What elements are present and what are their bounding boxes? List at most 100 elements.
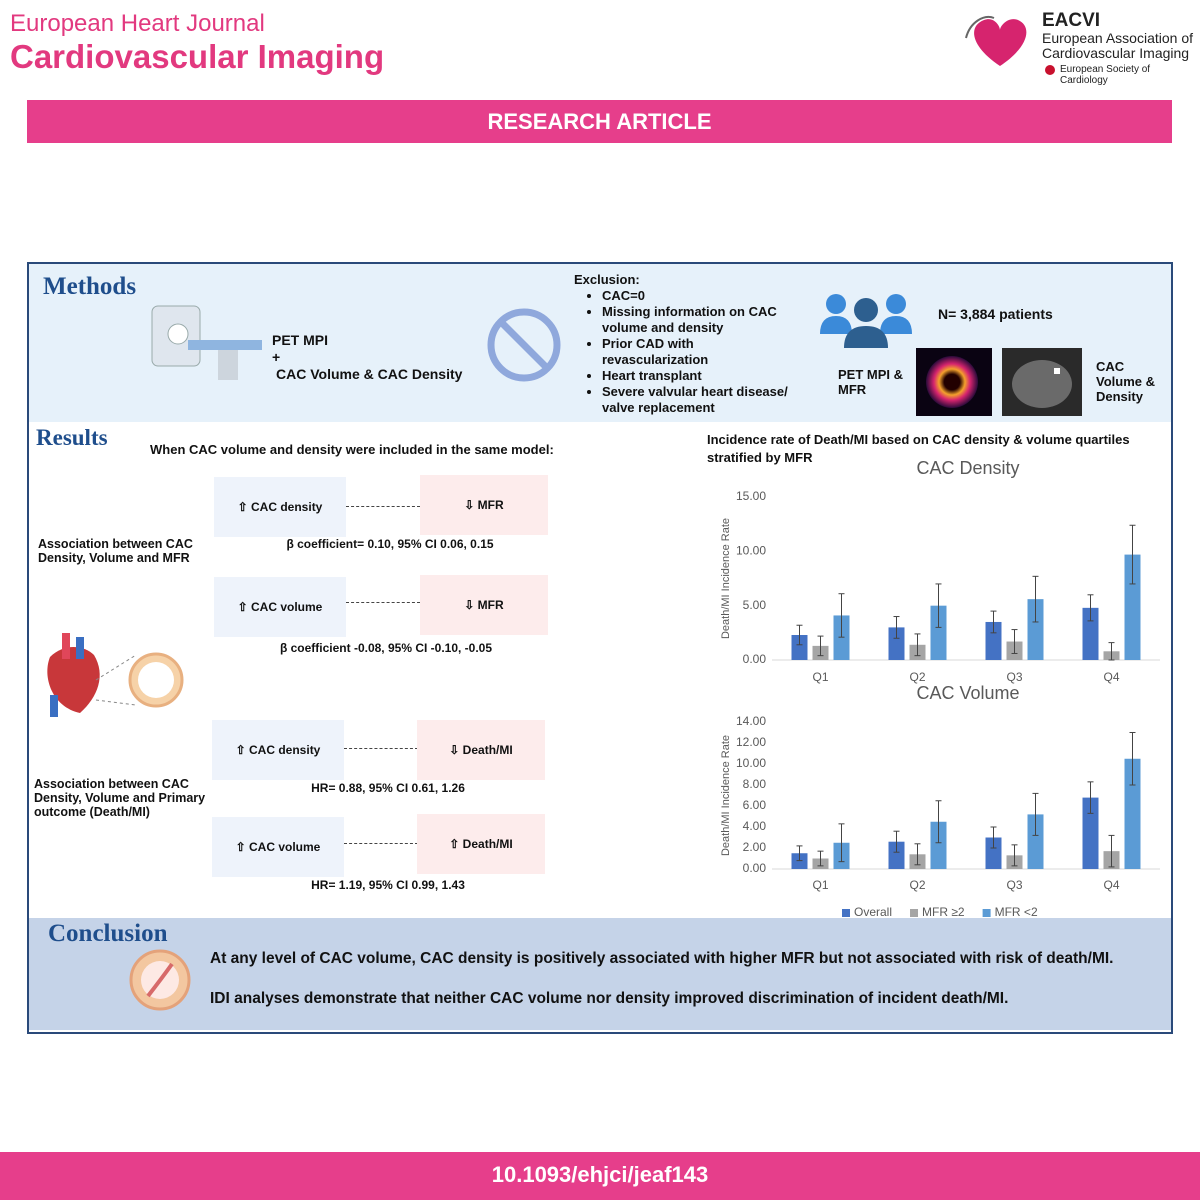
bar — [1027, 814, 1044, 869]
society-name: Cardiovascular Imaging — [1042, 45, 1190, 61]
x-tick-label: Q1 — [812, 878, 828, 892]
esc-icon — [1045, 65, 1055, 75]
assoc-stat: β coefficient= 0.10, 95% CI 0.06, 0.15 — [286, 537, 494, 551]
imaging-line: PET MPI — [272, 332, 329, 348]
assoc-right: ⇩ MFR — [420, 575, 548, 635]
banner: RESEARCH ARTICLE — [27, 100, 1172, 143]
model-note: When CAC volume and density were include… — [150, 442, 554, 457]
bar — [791, 853, 808, 869]
abstract-frame — [27, 262, 1173, 1034]
chart-title: CAC Density — [916, 458, 1019, 478]
legend-swatch — [842, 909, 850, 917]
conclusion-point: At any level of CAC volume, CAC density … — [210, 950, 1114, 967]
connector — [344, 843, 418, 844]
y-axis-label: Death/MI Incidence Rate — [720, 735, 732, 856]
bar — [1027, 599, 1044, 660]
journal-line2: Cardiovascular Imaging — [10, 38, 385, 75]
y-axis-label: Death/MI Incidence Rate — [720, 518, 732, 639]
x-tick-label: Q4 — [1103, 878, 1119, 892]
y-tick-label: 0.00 — [743, 652, 767, 666]
y-tick-label: 6.00 — [743, 798, 767, 812]
artery-icon — [129, 949, 191, 1011]
conclusion-title: Conclusion — [48, 920, 168, 947]
doi-footer: 10.1093/ehjci/jeaf143 — [0, 1152, 1200, 1200]
connector — [346, 506, 420, 507]
eacvi-logo — [965, 16, 1027, 66]
y-tick-label: 8.00 — [743, 777, 767, 791]
legend-label: MFR <2 — [995, 905, 1038, 917]
methods-title: Methods — [43, 273, 137, 300]
x-tick-label: Q2 — [909, 670, 925, 684]
x-tick-label: Q2 — [909, 878, 925, 892]
y-tick-label: 10.00 — [736, 756, 766, 770]
bar — [1124, 554, 1141, 660]
outcome-heading: Association between CAC Density, Volume … — [34, 777, 206, 819]
bar — [930, 821, 947, 869]
conclusion-panel — [29, 918, 1171, 1030]
bar — [985, 837, 1002, 869]
bar — [888, 627, 905, 660]
assoc-left: ⇧ CAC volume — [214, 577, 346, 637]
y-tick-label: 15.00 — [736, 489, 766, 503]
bar — [833, 615, 850, 660]
ct-image — [1002, 348, 1082, 416]
results-title: Results — [36, 425, 108, 450]
y-tick-label: 10.00 — [736, 544, 766, 558]
bar — [791, 635, 808, 660]
exclusion-item: Severe valvular heart disease/ valve rep… — [602, 384, 802, 416]
connector — [346, 602, 420, 603]
x-tick-label: Q3 — [1006, 878, 1022, 892]
bar — [888, 841, 905, 869]
y-tick-label: 5.00 — [743, 598, 767, 612]
society-name: European Association of — [1042, 30, 1193, 46]
exclusion-item: CAC=0 — [602, 288, 802, 304]
exclusion-icon — [487, 308, 561, 382]
exclusion-item: Heart transplant — [602, 368, 802, 384]
y-tick-label: 14.00 — [736, 714, 766, 728]
assoc-left: ⇧ CAC density — [212, 720, 344, 780]
imaging-line: CAC Volume & CAC Density — [276, 366, 463, 382]
assoc-right: ⇩ MFR — [420, 475, 548, 535]
imaging-line: + — [272, 349, 281, 365]
charts-title: Incidence rate of Death/MI based on CAC … — [707, 432, 1130, 465]
mfr-heading: Association between CAC Density, Volume … — [38, 537, 193, 565]
legend-label: MFR ≥2 — [922, 905, 965, 917]
imaging-text: PET MPI + CAC Volume & CAC Density — [272, 332, 462, 383]
charts: CAC Density Death/MI Incidence Rate 0.00 5.… — [720, 458, 1160, 917]
assoc-stat: β coefficient -0.08, 95% CI -0.10, -0.05 — [279, 641, 493, 655]
exclusion-item: Missing information on CAC volume and de… — [602, 304, 802, 336]
chart-title: CAC Volume — [916, 683, 1019, 703]
y-tick-label: 2.00 — [743, 840, 767, 854]
legend-label: Overall — [854, 905, 892, 917]
x-tick-label: Q1 — [812, 670, 828, 684]
x-tick-label: Q4 — [1103, 670, 1119, 684]
legend-swatch — [910, 909, 919, 917]
exclusion-title: Exclusion: — [574, 272, 640, 287]
connector — [344, 748, 418, 749]
assoc-right: ⇩ Death/MI — [417, 720, 545, 780]
bar — [1082, 797, 1099, 869]
pet-image — [916, 348, 992, 416]
pet-scanner-icon — [151, 305, 262, 380]
journal-line1: European Heart Journal — [10, 10, 265, 37]
legend-swatch — [982, 909, 991, 917]
patients-count: N= 3,884 patients — [938, 306, 1053, 322]
y-tick-label: 0.00 — [743, 861, 767, 875]
x-tick-label: Q3 — [1006, 670, 1022, 684]
heart-illustration — [47, 633, 184, 717]
assoc-right: ⇧ Death/MI — [417, 814, 545, 874]
y-tick-label: 4.00 — [743, 819, 767, 833]
bar — [985, 621, 1002, 660]
assoc-left: ⇧ CAC volume — [212, 817, 344, 877]
conclusion-point: IDI analyses demonstrate that neither CA… — [210, 990, 1009, 1007]
assoc-stat: HR= 1.19, 95% CI 0.99, 1.43 — [311, 878, 465, 892]
bar — [930, 605, 947, 660]
bar — [1082, 607, 1099, 660]
ct-label: CAC Volume & Density — [1096, 359, 1155, 404]
bar — [1124, 758, 1141, 869]
pet-label: PET MPI & MFR — [838, 367, 904, 397]
patients-icon — [820, 294, 912, 348]
parent-society: European Society of Cardiology — [1060, 64, 1151, 86]
exclusion-item: Prior CAD with revascularization — [602, 336, 802, 368]
